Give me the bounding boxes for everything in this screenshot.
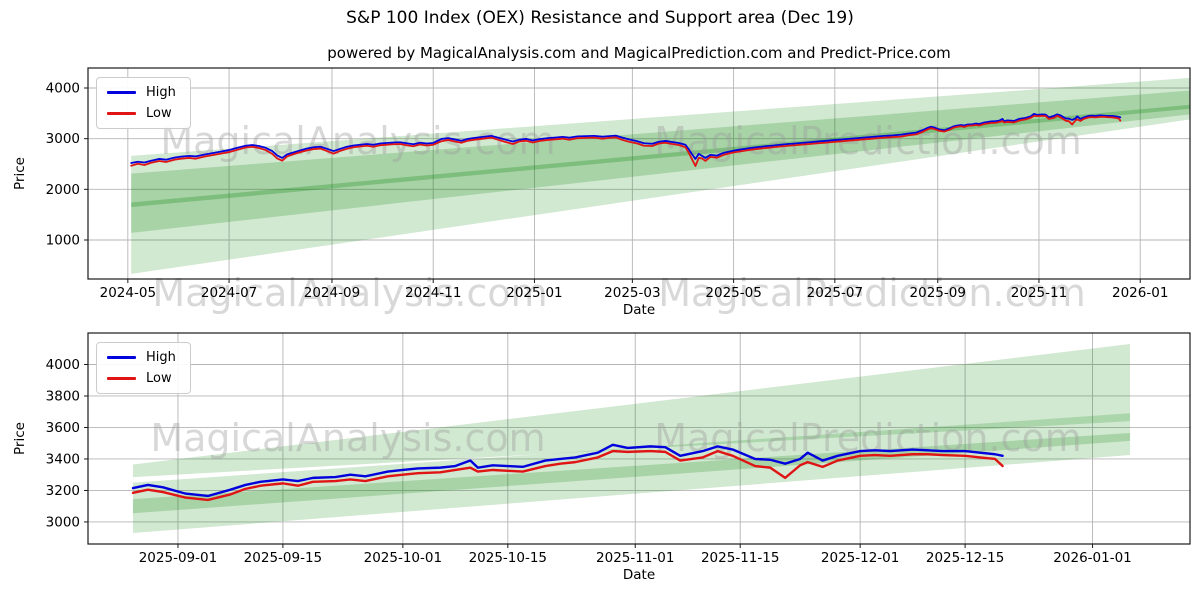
support-resistance-inner-band [131,90,1190,233]
support-band-shallow [132,413,1131,533]
x-tick-label: 2025-11-15 [701,550,779,566]
legend-item-high: High [107,85,176,100]
x-tick-label: 2025-01 [506,285,562,301]
y-tick-label: 2000 [46,182,80,198]
watermark-prediction: MagicalPrediction.com [658,271,1086,315]
y-axis-label: Price [12,422,28,455]
x-tick-label: 2026-01 [1112,285,1168,301]
high-line [130,112,1122,164]
y-tick-label: 1000 [46,232,80,248]
y-tick-label: 3000 [46,131,80,147]
x-tick-label: 2024-05 [100,285,156,301]
x-tick-label: 2025-12-15 [926,550,1004,566]
legend-label-high: High [146,85,176,100]
legend-label-low: Low [146,106,172,121]
y-tick-label: 3000 [46,514,80,530]
legend-label-low: Low [146,371,172,386]
legend-label-high: High [146,350,176,365]
y-tick-label: 4000 [46,81,80,97]
watermark-analysis: MagicalAnalysis.com [160,119,555,163]
x-tick-label: 2025-03 [604,285,660,301]
low-line [131,449,1004,502]
high-line-swatch [107,91,136,94]
x-tick-label: 2025-09-15 [244,550,322,566]
x-tick-label: 2025-09 [910,285,966,301]
legend-item-high: High [107,350,176,365]
x-tick-label: 2024-07 [201,285,257,301]
y-tick-label: 3800 [46,388,80,404]
axes-spine [87,67,1191,280]
legend-item-low: Low [107,371,176,386]
x-tick-label: 2025-11 [1011,285,1067,301]
legend-item-low: Low [107,106,176,121]
x-tick-label: 2024-09 [304,285,360,301]
trend-median-strip [132,432,1131,514]
y-tick-label: 3200 [46,483,80,499]
y-tick-label: 3600 [46,420,80,436]
resistance-band-steep [132,344,1131,478]
low-line-swatch [107,112,136,115]
low-line-swatch [107,377,136,380]
x-tick-label: 2025-11-01 [596,550,674,566]
low-line [130,114,1122,167]
y-tick-label: 4000 [46,357,80,373]
watermark-prediction: MagicalPrediction.com [654,416,1082,460]
axes-spine [87,332,1191,545]
watermark-analysis: MagicalAnalysis.com [150,416,545,460]
x-tick-label: 2025-07 [807,285,863,301]
high-line-swatch [107,356,136,359]
x-tick-label: 2026-01-01 [1053,550,1131,566]
x-tick-label: 2025-09-01 [139,550,217,566]
high-line [131,443,1004,498]
x-tick-label: 2025-10-15 [469,550,547,566]
x-axis-label: Date [623,567,655,583]
watermark-prediction: MagicalPrediction.com [654,119,1082,163]
y-tick-label: 3400 [46,451,80,467]
watermark-analysis: MagicalAnalysis.com [152,271,547,315]
legend-bottom-chart: High Low [96,342,191,394]
y-axis-label: Price [12,157,28,190]
figure-subtitle: powered by MagicalAnalysis.com and Magic… [327,44,951,62]
x-tick-label: 2024-11 [405,285,461,301]
legend-top-chart: High Low [96,77,191,129]
x-tick-label: 2025-12-01 [821,550,899,566]
x-tick-label: 2025-10-01 [364,550,442,566]
support-resistance-outer-band [131,77,1190,274]
x-tick-label: 2025-05 [705,285,761,301]
figure-title: S&P 100 Index (OEX) Resistance and Suppo… [346,8,854,28]
x-axis-label: Date [623,302,655,318]
